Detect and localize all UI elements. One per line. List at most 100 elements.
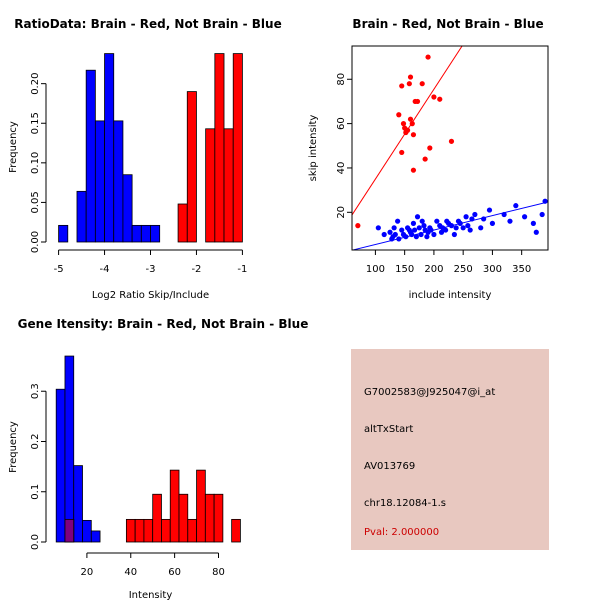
chart2-point-blue — [409, 231, 415, 238]
chart1-bar-red — [232, 53, 243, 243]
pval-text: Pval: 2.000000 — [364, 527, 440, 538]
cluster-id: chr18.12084-1.s — [364, 498, 447, 509]
chart1-bar-red — [177, 203, 188, 243]
chart3-bar-red — [204, 493, 215, 543]
chart2-point-red — [425, 54, 431, 60]
chart2-xtick-label: 200 — [424, 264, 443, 275]
chart2-point-blue — [539, 211, 545, 218]
chart1-bar-red — [186, 91, 197, 243]
chart1-bar-red — [205, 128, 216, 243]
chart2-point-red — [407, 116, 414, 122]
accession-id: AV013769 — [364, 461, 416, 472]
chart1-bar-blue — [150, 224, 161, 243]
chart2-ytick-label: 60 — [336, 117, 347, 130]
chart3-ytick-label: 0.0 — [30, 534, 41, 550]
chart2-point-blue — [438, 229, 445, 235]
chart2-xtick-label: 100 — [366, 264, 385, 275]
chart2-point-red — [427, 145, 433, 151]
chart2-point-blue — [416, 225, 422, 231]
chart3-bar-blue — [64, 355, 75, 543]
chart2-point-blue — [424, 234, 430, 240]
chart1-bar-blue — [113, 120, 124, 243]
chart2-point-blue — [542, 198, 548, 204]
chart2-ytick-label: 20 — [336, 206, 347, 219]
chart1-bar-red — [223, 128, 234, 243]
chart2-point-blue — [533, 229, 539, 235]
chart2-point-blue — [413, 234, 419, 240]
chart1-bar-blue — [85, 69, 96, 243]
chart2-point-red — [407, 74, 414, 80]
chart3-xtick-label: 40 — [124, 567, 137, 578]
chart2-point-red — [406, 81, 412, 87]
chart2-point-red — [414, 98, 421, 105]
chart1-bar-red — [214, 53, 225, 243]
chart3-bar-blue — [55, 388, 66, 543]
chart2-point-blue — [418, 231, 424, 238]
chart1-ytick-label: 0.00 — [30, 231, 41, 253]
chart2-point-blue — [507, 218, 513, 224]
chart2-point-red — [422, 156, 428, 162]
chart2-point-blue — [465, 223, 471, 229]
chart2-point-blue — [396, 236, 402, 242]
chart3-ylabel: Frequency — [8, 421, 19, 473]
chart2-xtick-label: 250 — [454, 264, 473, 275]
chart1-ytick-label: 0.05 — [30, 191, 41, 213]
chart2-point-blue — [448, 223, 455, 229]
chart3-bar-red — [196, 469, 206, 543]
chart3-bar-overlap — [64, 518, 75, 543]
chart3-bar-blue — [90, 530, 101, 543]
chart1-xtick-label: -2 — [191, 264, 201, 275]
chart3-bar-red — [152, 493, 162, 543]
chart2-point-blue — [486, 207, 493, 213]
chart2-point-blue — [391, 225, 397, 231]
chart2-point-blue — [478, 225, 484, 231]
chart3-bar-red — [134, 518, 145, 543]
chart2-title: Brain - Red, Not Brain - Blue — [352, 17, 543, 31]
chart2-point-blue — [501, 211, 507, 218]
chart2-point-blue — [457, 220, 463, 226]
chart2-xtick-label: 300 — [483, 264, 502, 275]
chart3-ytick-label: 0.2 — [30, 434, 41, 450]
chart2-point-blue — [431, 231, 437, 238]
chart2-point-red — [399, 149, 405, 156]
probe-info-panel: G7002583@J925047@i_at altTxStart AV01376… — [351, 349, 549, 550]
chart2-point-blue — [375, 225, 381, 231]
chart3-bar-red — [213, 493, 224, 543]
chart1-ytick-label: 0.10 — [30, 152, 41, 174]
chart2-point-red — [396, 112, 402, 118]
chart2-point-red — [400, 121, 407, 127]
chart3-bar-red — [125, 518, 136, 543]
chart1-bar-blue — [94, 120, 105, 243]
chart2-ytick-label: 80 — [336, 73, 347, 86]
chart3-bar-red — [143, 518, 154, 543]
chart2-point-blue — [381, 231, 387, 238]
chart2-xtick-label: 350 — [512, 264, 531, 275]
chart3-bar-red — [161, 518, 171, 543]
chart2-point-blue — [521, 214, 528, 220]
chart2-plot-frame — [351, 45, 549, 251]
chart2-point-blue — [387, 229, 393, 235]
chart1-xtick-label: -1 — [237, 264, 247, 275]
chart2-point-blue — [460, 225, 466, 231]
chart2-point-blue — [481, 216, 487, 222]
chart2-point-blue — [392, 231, 398, 238]
chart2-xtick-label: 150 — [395, 264, 414, 275]
chart2-ylabel: skip intensity — [308, 115, 319, 182]
chart3-xlabel: Intensity — [129, 590, 173, 600]
probe-id: G7002583@J925047@i_at — [364, 387, 496, 398]
chart2-point-red — [410, 167, 417, 173]
chart2-point-blue — [451, 231, 457, 238]
chart2-point-blue — [489, 220, 496, 226]
chart2-point-blue — [453, 225, 459, 231]
chart3-bar-red — [169, 469, 180, 543]
chart1-bar-blue — [131, 224, 142, 243]
chart3-ytick-label: 0.1 — [30, 484, 41, 500]
chart3-bar-red — [231, 518, 241, 543]
chart3-title: Gene Itensity: Brain - Red, Not Brain - … — [18, 317, 309, 331]
chart2-point-blue — [395, 218, 401, 224]
chart1-title: RatioData: Brain - Red, Not Brain - Blue — [14, 17, 281, 31]
chart2-point-blue — [530, 220, 536, 226]
chart3-bar-blue — [73, 465, 83, 543]
chart1-xtick-label: -4 — [100, 264, 110, 275]
